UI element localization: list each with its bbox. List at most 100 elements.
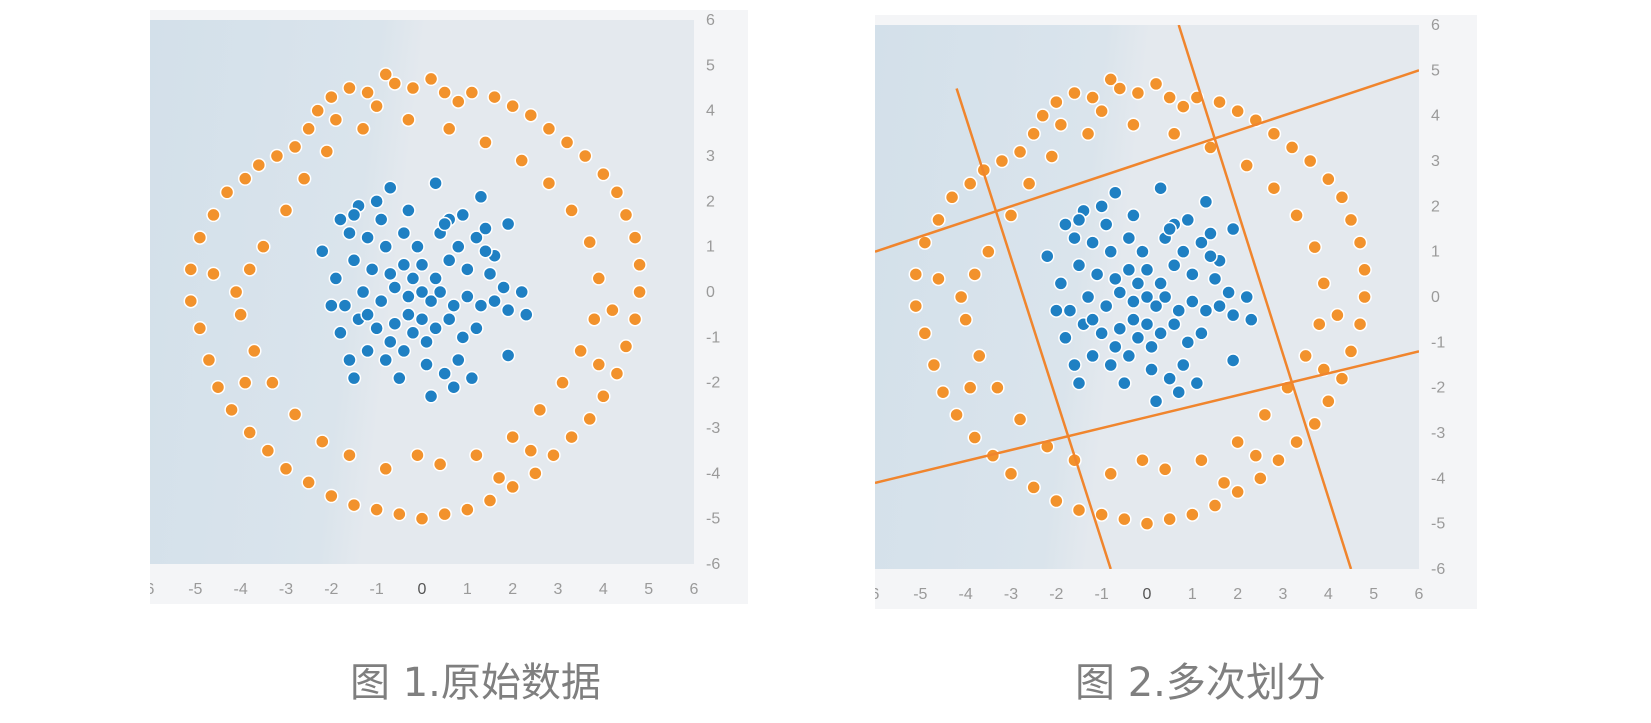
data-point-inner <box>441 253 457 268</box>
x-tick-label: 2 <box>1233 586 1242 603</box>
split-line <box>875 350 1419 485</box>
data-point-outer <box>342 80 357 96</box>
data-point-inner <box>1198 303 1214 318</box>
plot-marks <box>183 67 647 526</box>
y-tick-label: -2 <box>706 375 720 392</box>
data-point-inner <box>414 257 430 273</box>
data-point-inner <box>1135 244 1150 259</box>
data-point-inner <box>1067 357 1082 373</box>
data-point-outer <box>967 430 982 445</box>
data-point-inner <box>360 343 375 359</box>
data-point-outer <box>1176 99 1191 114</box>
data-point-outer <box>355 121 371 137</box>
data-point-outer <box>1253 471 1268 486</box>
data-point-outer <box>401 112 416 127</box>
y-tick-label: -1 <box>1431 334 1445 351</box>
data-point-outer <box>1239 158 1254 173</box>
data-point-inner <box>410 239 425 254</box>
data-point-outer <box>953 289 969 305</box>
data-point-outer <box>206 266 221 282</box>
data-point-outer <box>265 375 280 390</box>
data-point-outer <box>618 339 634 354</box>
data-point-outer <box>1257 407 1273 423</box>
data-point-outer <box>1330 307 1345 323</box>
data-point-inner <box>1162 371 1177 386</box>
data-point-inner <box>428 175 443 191</box>
data-point-outer <box>1049 94 1064 110</box>
data-point-outer <box>315 434 330 449</box>
data-point-inner <box>519 307 534 322</box>
data-point-inner <box>1098 298 1114 314</box>
data-point-outer <box>324 89 339 105</box>
data-point-inner <box>378 239 393 254</box>
data-point-inner <box>1117 375 1132 391</box>
data-point-outer <box>967 267 982 282</box>
data-point-inner <box>383 266 398 282</box>
data-point-inner <box>455 207 471 223</box>
data-point-outer <box>1302 153 1318 169</box>
data-point-outer <box>437 85 452 100</box>
data-point-inner <box>478 243 493 259</box>
data-point-outer <box>1021 176 1037 191</box>
data-point-outer <box>587 311 602 327</box>
data-point-outer <box>251 157 267 173</box>
data-point-inner <box>1221 285 1236 300</box>
data-point-outer <box>523 443 539 458</box>
data-point-inner <box>1176 244 1191 259</box>
data-point-outer <box>296 171 312 186</box>
data-point-outer <box>582 411 597 427</box>
data-point-inner <box>1126 294 1141 309</box>
data-point-inner <box>1089 267 1105 282</box>
data-point-outer <box>532 402 548 418</box>
data-point-outer <box>528 466 543 481</box>
data-point-outer <box>1248 448 1264 463</box>
data-point-outer <box>1003 466 1019 482</box>
data-point-outer <box>1112 81 1128 96</box>
y-tick-label: 0 <box>1431 289 1440 306</box>
x-tick-label: 5 <box>1369 586 1378 603</box>
data-point-outer <box>1044 149 1060 164</box>
data-point-inner <box>1126 208 1141 223</box>
data-point-outer <box>387 76 403 91</box>
data-point-inner <box>460 289 475 304</box>
data-point-outer <box>627 230 643 245</box>
data-point-inner <box>1071 212 1087 228</box>
data-point-outer <box>1012 144 1028 160</box>
x-tick-label: 3 <box>554 581 563 598</box>
y-tick-label: 5 <box>706 57 715 74</box>
data-point-outer <box>1298 348 1313 364</box>
data-point-inner <box>396 225 412 241</box>
x-tick-label: 0 <box>418 581 427 598</box>
x-tick-label: -2 <box>1049 586 1063 603</box>
data-point-inner <box>346 253 362 268</box>
data-point-outer <box>1139 516 1155 531</box>
chart-panel-original: 6 5 4 3 2 1 0 -1 -2 -3 -4 -5 -6 6 -5 -4 -3 -2 -1 0 1 2 3 4 5 6 <box>146 10 760 640</box>
data-point-inner <box>1176 357 1191 373</box>
y-tick-label: -5 <box>706 511 720 528</box>
data-point-outer <box>962 176 978 191</box>
data-point-inner <box>1203 226 1218 241</box>
data-point-outer <box>944 190 960 205</box>
x-tick-label: -4 <box>234 581 248 598</box>
data-point-inner <box>405 325 421 341</box>
data-point-inner <box>369 194 384 209</box>
y-tick-label: -2 <box>1431 380 1445 397</box>
data-point-inner <box>1203 248 1218 264</box>
y-tick-label: 6 <box>1431 17 1440 34</box>
data-point-outer <box>582 234 597 250</box>
data-point-inner <box>387 316 403 331</box>
data-point-outer <box>1135 452 1150 468</box>
data-point-outer <box>632 257 647 273</box>
x-tick-label: -2 <box>324 581 338 598</box>
data-point-outer <box>1012 412 1028 427</box>
data-point-inner <box>1162 221 1177 237</box>
data-point-outer <box>972 348 987 364</box>
data-point-outer <box>632 284 647 300</box>
data-point-inner <box>469 230 484 245</box>
data-point-inner <box>1094 199 1109 214</box>
data-point-inner <box>1121 262 1137 278</box>
y-tick-label: -3 <box>1431 425 1445 442</box>
data-point-outer <box>564 429 579 445</box>
data-point-outer <box>1289 434 1304 450</box>
data-point-inner <box>1071 258 1087 273</box>
